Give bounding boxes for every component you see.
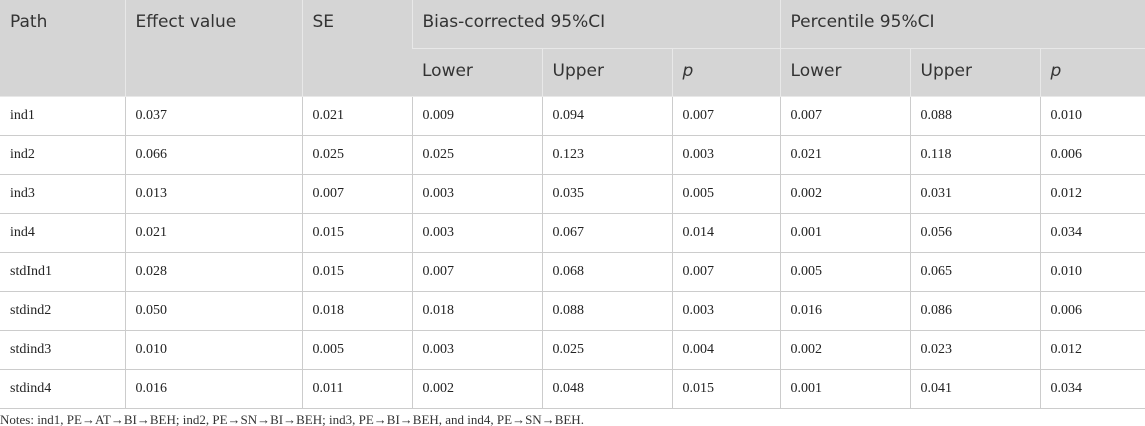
table-cell: 0.028	[124, 252, 302, 292]
table-cell: 0.003	[411, 174, 542, 214]
header-row: Lower Upper p Lower Upper p	[0, 48, 1145, 97]
table-row: ind4 0.021 0.015 0.003 0.067 0.014 0.001 0.056 0…	[0, 213, 1145, 253]
header-cell: Upper	[909, 48, 1041, 97]
table-cell: 0.016	[124, 369, 302, 409]
table-row: stdind4 0.016 0.011 0.002 0.048 0.015 0.001 0.0…	[0, 369, 1145, 409]
table-cell: 0.012	[1039, 330, 1145, 370]
table-body: ind1 0.037 0.021 0.009 0.094 0.007 0.007 0.088 0…	[0, 96, 1145, 409]
table-cell: 0.025	[541, 330, 672, 370]
table-cell: 0.031	[909, 174, 1041, 214]
table-cell: ind1	[0, 96, 125, 136]
header-cell: p	[1039, 48, 1145, 97]
table-cell: 0.050	[124, 291, 302, 331]
table-cell: 0.034	[1039, 369, 1145, 409]
table-cell: 0.009	[411, 96, 542, 136]
table-cell: 0.002	[411, 369, 542, 409]
table-cell: 0.005	[671, 174, 781, 214]
table-cell: 0.025	[301, 135, 412, 175]
table-cell: 0.056	[909, 213, 1041, 253]
table-cell: 0.066	[124, 135, 302, 175]
table-cell: stdind4	[0, 369, 125, 409]
header-cell: Path	[0, 0, 125, 97]
table-row: ind3 0.013 0.007 0.003 0.035 0.005 0.002 0.031 0…	[0, 174, 1145, 214]
table-cell: 0.002	[779, 330, 911, 370]
table-cell: 0.088	[541, 291, 672, 331]
table-cell: 0.016	[779, 291, 911, 331]
table-cell: 0.003	[671, 291, 781, 331]
header-row: Path Effect value SE Bias-corrected 95%CI Pe…	[0, 0, 1145, 97]
table-cell: 0.010	[1039, 96, 1145, 136]
table-cell: 0.048	[541, 369, 672, 409]
table-cell: 0.034	[1039, 213, 1145, 253]
table-cell: 0.035	[541, 174, 672, 214]
table-cell: 0.002	[779, 174, 911, 214]
table-cell: 0.021	[301, 96, 412, 136]
header-cell: Bias-corrected 95%CI	[411, 0, 781, 49]
table-row: ind2 0.066 0.025 0.025 0.123 0.003 0.021 0.118 0…	[0, 135, 1145, 175]
table-row: stdInd1 0.028 0.015 0.007 0.068 0.007 0.005 0.0…	[0, 252, 1145, 292]
table-cell: 0.086	[909, 291, 1041, 331]
table-cell: 0.018	[301, 291, 412, 331]
table-cell: 0.021	[779, 135, 911, 175]
notes: Notes: ind1, PE→AT→BI→BEH; ind2, PE→SN→B…	[0, 411, 584, 426]
table-cell: ind4	[0, 213, 125, 253]
header-cell: Lower	[779, 48, 911, 97]
table-cell: 0.011	[301, 369, 412, 409]
table-cell: 0.005	[779, 252, 911, 292]
table-cell: ind2	[0, 135, 125, 175]
table-cell: 0.006	[1039, 135, 1145, 175]
table-cell: 0.025	[411, 135, 542, 175]
table-cell: 0.018	[411, 291, 542, 331]
table-cell: ind3	[0, 174, 125, 214]
header-cell: Lower	[412, 48, 542, 97]
header-cell: Percentile 95%CI	[779, 0, 1145, 49]
table-cell: 0.007	[671, 252, 781, 292]
table-cell: 0.001	[779, 369, 911, 409]
table-cell: 0.007	[779, 96, 911, 136]
table-cell: 0.118	[909, 135, 1041, 175]
table-cell: 0.123	[541, 135, 672, 175]
table-cell: 0.065	[909, 252, 1041, 292]
table-cell: 0.003	[671, 135, 781, 175]
header-cell: p	[671, 48, 781, 97]
table-cell: 0.007	[671, 96, 781, 136]
table-cell: 0.001	[779, 213, 911, 253]
table-cell: stdind3	[0, 330, 125, 370]
table-cell: 0.015	[301, 213, 412, 253]
header-cell: SE	[301, 0, 412, 97]
table-cell: 0.003	[411, 330, 542, 370]
table-row: stdind2 0.050 0.018 0.018 0.088 0.003 0.016 0.0…	[0, 291, 1145, 331]
table-cell: 0.007	[301, 174, 412, 214]
table-cell: 0.013	[124, 174, 302, 214]
table-cell: stdind2	[0, 291, 125, 331]
table-cell: 0.003	[411, 213, 542, 253]
table-cell: 0.067	[541, 213, 672, 253]
table-cell: 0.015	[301, 252, 412, 292]
table-cell: 0.068	[541, 252, 672, 292]
table-cell: 0.021	[124, 213, 302, 253]
table-row: stdind3 0.010 0.005 0.003 0.025 0.004 0.002 0.0…	[0, 330, 1145, 370]
table-cell: 0.015	[671, 369, 781, 409]
table-cell: 0.007	[411, 252, 542, 292]
table-cell: 0.005	[301, 330, 412, 370]
table-cell: 0.094	[541, 96, 672, 136]
table-cell: 0.012	[1039, 174, 1145, 214]
table-cell: 0.023	[909, 330, 1041, 370]
table-cell: 0.041	[909, 369, 1041, 409]
table-cell: stdInd1	[0, 252, 125, 292]
header-cell: Effect value	[124, 0, 302, 97]
table-cell: 0.006	[1039, 291, 1145, 331]
table-cell: 0.088	[909, 96, 1041, 136]
table-cell: 0.010	[124, 330, 302, 370]
table-cell: 0.010	[1039, 252, 1145, 292]
table-header: Path Effect value SE Bias-corrected 95%CI Pe…	[0, 0, 1145, 97]
header-cell: Upper	[541, 48, 672, 97]
table-cell: 0.014	[671, 213, 781, 253]
results-table: Path Effect value SE Bias-corrected 95%CI Pe…	[0, 0, 1145, 409]
table-row: ind1 0.037 0.021 0.009 0.094 0.007 0.007 0.088 0…	[0, 96, 1145, 136]
table-cell: 0.004	[671, 330, 781, 370]
table-cell: 0.037	[124, 96, 302, 136]
